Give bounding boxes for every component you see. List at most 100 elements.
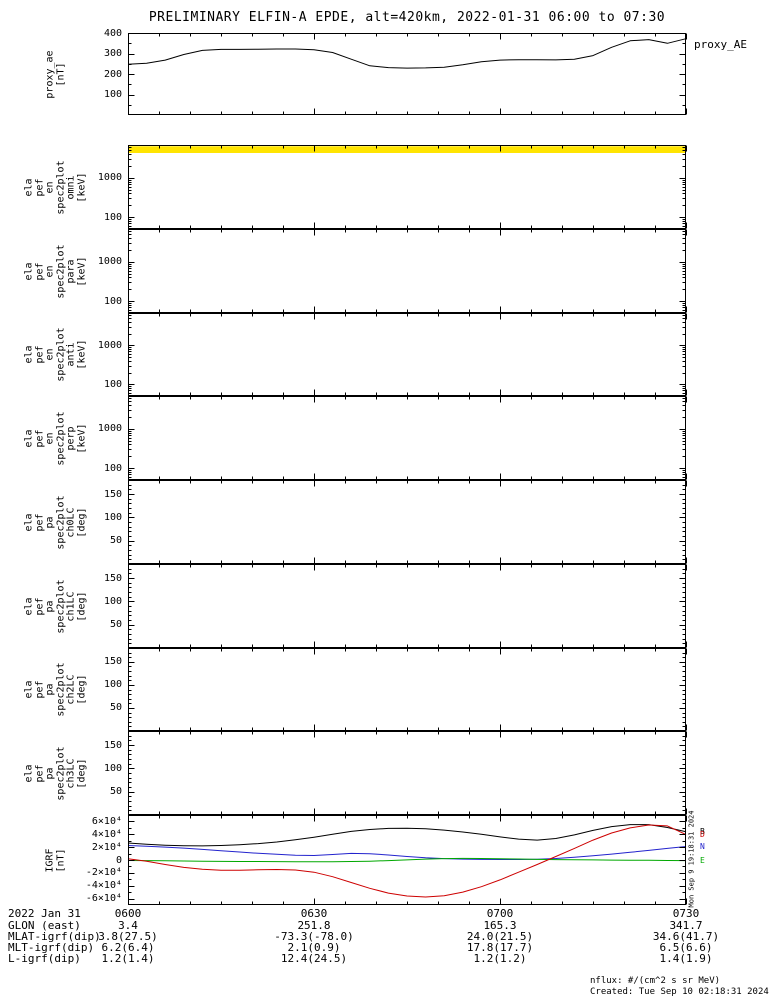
y-tick-label: 1000 <box>97 172 122 184</box>
footer-row-value: 2.1(0.9) <box>287 941 341 954</box>
footer-row-value: 34.6(41.7) <box>652 930 720 943</box>
panel-ylabel-text: ela pef pa spec2plot ch0LC [deg] <box>23 494 88 550</box>
y-tick-label: 150 <box>103 488 122 500</box>
footer-row-value: 17.8(17.7) <box>466 941 534 954</box>
footer-row-value: 1.4(1.9) <box>659 952 713 965</box>
panel-ylabel-ela_pef_pa_spec2plot_ch2LC: ela pef pa spec2plot ch2LC [deg] <box>8 648 104 731</box>
panel-border <box>128 33 686 115</box>
panel-ela_pef_pa_spec2plot_ch1LC <box>128 564 687 648</box>
panel-ylabel-ela_pef_en_spec2plot_anti: ela pef en spec2plot anti [keV] <box>8 313 104 396</box>
panel-ela_pef_pa_spec2plot_ch3LC <box>128 731 687 815</box>
igrf-component-label-B: B <box>700 826 705 836</box>
panel-border <box>128 648 686 731</box>
date-label: 2022 Jan 31 <box>8 907 81 920</box>
panel-ylabel-igrf: IGRF [nT] <box>8 815 104 905</box>
y-tick-label: 100 <box>103 211 122 223</box>
y-tick-label: 100 <box>103 89 122 100</box>
panel-border <box>128 731 686 815</box>
footer-row-value: 1.2(1.2) <box>473 952 527 965</box>
y-tick-label: 100 <box>103 762 122 774</box>
y-tick-label: 50 <box>109 702 122 714</box>
footer-row-value: 1.2(1.4) <box>101 952 155 965</box>
footer-row-value: 24.0(21.5) <box>466 930 534 943</box>
y-tick-label: 100 <box>103 378 122 390</box>
footer-row-label: MLAT-igrf(dip) <box>8 930 101 943</box>
series-be <box>127 857 687 863</box>
panel-border <box>128 480 686 564</box>
panel-proxy_ae <box>127 33 687 115</box>
y-tick-label: 100 <box>103 595 122 607</box>
y-tick-label: 150 <box>103 572 122 584</box>
y-tick-label: 1000 <box>97 339 122 351</box>
footer-row-value: 6.5(6.6) <box>659 941 713 954</box>
y-tick-label: 6×10⁴ <box>91 815 122 827</box>
panel-ylabel-text: ela pef en spec2plot perp [keV] <box>23 410 88 466</box>
y-tick-label: 1000 <box>97 256 122 268</box>
y-tick-label: 200 <box>103 68 122 80</box>
y-tick-label: 300 <box>103 48 122 59</box>
footer-row-value: 341.7 <box>669 919 703 932</box>
panel-ela_pef_pa_spec2plot_ch2LC <box>128 648 687 731</box>
footer-row-value: -73.3(-78.0) <box>274 930 354 943</box>
panel-border <box>128 229 686 313</box>
panel-ylabel-ela_pef_pa_spec2plot_ch0LC: ela pef pa spec2plot ch0LC [deg] <box>8 480 104 564</box>
footer-row-value: 3.4 <box>118 919 138 932</box>
y-tick-label: 100 <box>103 679 122 691</box>
panel-ela_pef_pa_spec2plot_ch0LC <box>128 480 687 564</box>
series-btotal <box>127 824 687 847</box>
y-tick-label: -6×10⁴ <box>85 893 122 905</box>
panel-ylabel-ela_pef_pa_spec2plot_ch1LC: ela pef pa spec2plot ch1LC [deg] <box>8 564 104 648</box>
plot-title: PRELIMINARY ELFIN-A EPDE, alt=420km, 202… <box>148 10 666 25</box>
igrf-component-label-E: E <box>700 855 705 865</box>
footer-row-value: 251.8 <box>297 919 331 932</box>
series-bd <box>127 824 687 898</box>
y-tick-label: 100 <box>103 462 122 474</box>
created-note: Created: Tue Sep 10 02:18:31 2024 <box>590 987 769 997</box>
y-tick-label: 150 <box>103 656 122 668</box>
side-timestamp-wrap: Mon Sep 9 19:18:31 2024 <box>686 810 696 908</box>
igrf-component-label-D: D <box>700 829 705 839</box>
y-tick-label: 0 <box>115 854 122 866</box>
footer-row-label: L-igrf(dip) <box>8 952 81 965</box>
footer-row-value: 6.2(6.4) <box>101 941 155 954</box>
panel-right-label: proxy_AE <box>694 38 747 51</box>
x-tick-label: 0630 <box>300 907 328 920</box>
y-tick-label: 400 <box>103 27 122 39</box>
x-tick-label: 0600 <box>114 907 142 920</box>
y-tick-label: 50 <box>109 535 122 547</box>
x-tick-label: 0730 <box>672 907 700 920</box>
side-timestamp: Mon Sep 9 19:18:31 2024 <box>687 810 695 908</box>
y-tick-label: 4×10⁴ <box>91 828 122 840</box>
igrf-component-label-N: N <box>700 841 705 851</box>
panel-ela_pef_en_spec2plot_perp <box>128 396 687 480</box>
panel-border <box>128 145 686 229</box>
y-tick-label: 50 <box>109 619 122 631</box>
panel-ylabel-text: proxy_ae [nT] <box>44 49 66 99</box>
y-tick-label: 2×10⁴ <box>91 841 122 853</box>
footer-row-label: MLT-igrf(dip) <box>8 941 95 954</box>
panel-ylabel-text: ela pef pa spec2plot ch1LC [deg] <box>23 578 88 634</box>
panel-ylabel-proxy_ae: proxy_ae [nT] <box>8 33 104 115</box>
y-tick-label: -2×10⁴ <box>85 867 122 879</box>
panel-igrf <box>127 815 687 905</box>
panel-ylabel-ela_pef_pa_spec2plot_ch3LC: ela pef pa spec2plot ch3LC [deg] <box>8 731 104 815</box>
panel-ylabel-text: ela pef pa spec2plot ch2LC [deg] <box>23 662 88 717</box>
panel-ela_pef_en_spec2plot_omni <box>128 145 687 229</box>
panel-ylabel-text: ela pef en spec2plot omni [keV] <box>23 159 88 215</box>
panel-ylabel-ela_pef_en_spec2plot_para: ela pef en spec2plot para [keV] <box>8 229 104 313</box>
panel-border <box>128 564 686 648</box>
y-tick-label: -4×10⁴ <box>85 880 122 892</box>
x-tick-label: 0700 <box>486 907 514 920</box>
panel-ylabel-ela_pef_en_spec2plot_perp: ela pef en spec2plot perp [keV] <box>8 396 104 480</box>
footer-row-value: 3.8(27.5) <box>98 930 158 943</box>
footer-row-value: 165.3 <box>483 919 517 932</box>
y-tick-label: 1000 <box>97 423 122 435</box>
y-tick-label: 150 <box>103 739 122 751</box>
footer-row-value: 12.4(24.5) <box>280 952 348 965</box>
panel-ylabel-text: ela pef pa spec2plot ch3LC [deg] <box>23 745 88 801</box>
series-proxy_ae <box>127 38 687 69</box>
panel-ylabel-text: ela pef en spec2plot anti [keV] <box>23 327 88 382</box>
panel-ela_pef_en_spec2plot_anti <box>128 313 687 396</box>
panel-border <box>128 313 686 396</box>
y-tick-label: 100 <box>103 511 122 523</box>
